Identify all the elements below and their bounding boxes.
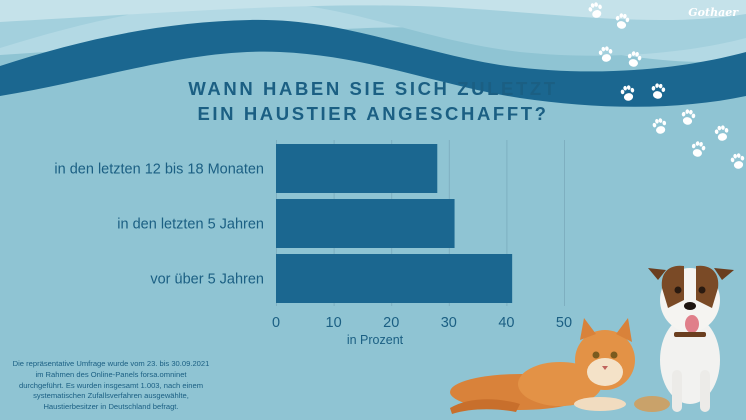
paw-print-icon [714, 125, 729, 141]
paw-print-icon [620, 85, 635, 101]
category-label: vor über 5 Jahren [150, 272, 264, 288]
paw-print-icon [598, 46, 613, 62]
x-axis-label: in Prozent [347, 333, 404, 347]
paw-print-icon [651, 83, 666, 99]
x-tick-label: 50 [556, 315, 572, 331]
chart-title-line-1: WANN HABEN SIE SICH ZULETZT [188, 78, 558, 99]
chart-title-line-2: EIN HAUSTIER ANGESCHAFFT? [197, 103, 549, 124]
paw-print-icon [681, 109, 696, 125]
category-label: in den letzten 5 Jahren [117, 217, 264, 233]
cat-illustration [450, 318, 670, 414]
brand-logo: Gothaer [688, 6, 738, 19]
paw-print-icon [615, 13, 630, 29]
footnote-line-5: Haustierbesitzer in Deutschland befragt. [43, 402, 179, 412]
top-dark-wave [0, 19, 746, 107]
x-tick-label: 30 [441, 315, 457, 331]
footnote-line-3: durchgeführt. Es wurden insgesamt 1.003,… [18, 380, 204, 390]
bar [276, 254, 513, 303]
footnote-line-4: systematischen Zufallsverfahren ausgewäh… [33, 391, 189, 401]
category-label: in den letzten 12 bis 18 Monaten [54, 162, 264, 178]
x-tick-label: 40 [498, 315, 514, 331]
paw-print-icon [730, 153, 745, 169]
paw-print-icon [627, 51, 642, 67]
paw-print-icon [691, 141, 706, 157]
bar [276, 199, 455, 248]
x-tick-label: 0 [272, 315, 280, 331]
dog-illustration [648, 265, 734, 412]
x-tick-label: 20 [383, 315, 399, 331]
paw-print-icon [588, 2, 602, 18]
survey-footnote: Die repräsentative Umfrage wurde vom 23.… [2, 359, 220, 413]
footnote-line-2: im Rahmen des Online-Panels forsa.omnine… [35, 369, 187, 379]
paw-print-icon [652, 118, 667, 134]
bar [276, 144, 438, 193]
x-tick-label: 10 [326, 315, 342, 331]
footnote-line-1: Die repräsentative Umfrage wurde vom 23.… [12, 359, 210, 368]
top-pale-wave [0, 0, 746, 22]
